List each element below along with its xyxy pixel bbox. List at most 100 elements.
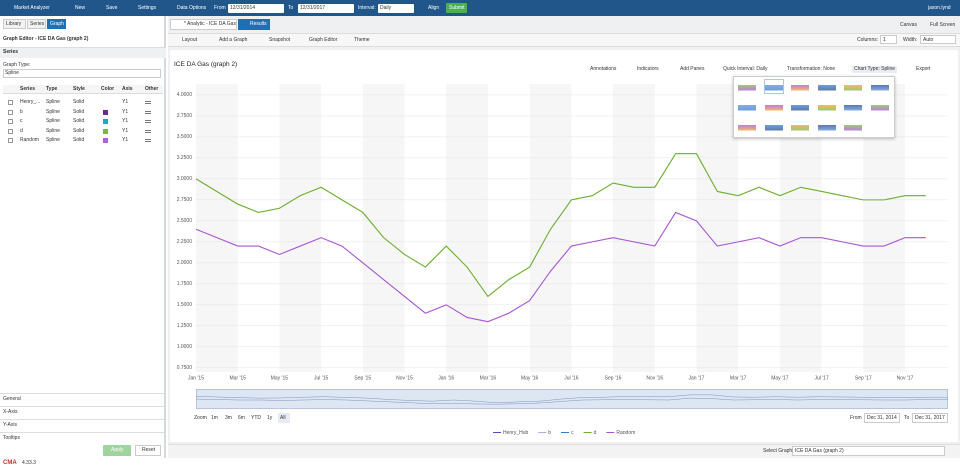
chart-type-option[interactable]: [844, 120, 862, 133]
chart-type-option[interactable]: [791, 100, 809, 113]
tab[interactable]: * Analytic - ICE DA Gas: [184, 21, 236, 27]
chart-tool[interactable]: Chart Type: Spline: [852, 66, 898, 73]
section-header[interactable]: General: [3, 396, 21, 402]
legend-label[interactable]: b: [548, 430, 551, 436]
chart-tool[interactable]: Add Panes: [680, 66, 705, 72]
zoom-button[interactable]: 1m: [211, 415, 218, 421]
chart-type-option[interactable]: [738, 120, 756, 133]
tab[interactable]: Results: [250, 21, 267, 27]
button[interactable]: Full Screen: [930, 22, 956, 28]
chart-type-option[interactable]: [844, 100, 862, 113]
toolbar-button[interactable]: Layout: [182, 37, 198, 43]
checkbox: [8, 128, 13, 134]
select[interactable]: 1: [883, 37, 886, 43]
date-input[interactable]: 12/31/2014: [230, 5, 256, 11]
chart-type-option[interactable]: [817, 100, 836, 113]
chart-tool[interactable]: Indicators: [637, 66, 659, 72]
button[interactable]: Apply: [111, 447, 124, 453]
chart-type-option[interactable]: [870, 80, 889, 93]
x-tick-label: Jan '17: [688, 375, 704, 381]
chart-tool[interactable]: Quick Interval: Daily: [723, 66, 768, 72]
date-input[interactable]: Dec 31, 2017: [915, 415, 945, 421]
x-tick-label: Jul '15: [314, 375, 329, 381]
zoom-button[interactable]: All: [280, 415, 286, 421]
label: d: [20, 127, 23, 134]
chart-type-option[interactable]: [791, 80, 809, 93]
legend-label[interactable]: d: [594, 430, 597, 436]
label: Select Graph:: [763, 448, 794, 454]
series-line: [195, 211, 926, 323]
chart-type-option[interactable]: [817, 80, 836, 93]
date-input[interactable]: Dec 31, 2014: [867, 415, 897, 421]
chart-type-option[interactable]: [738, 80, 756, 93]
label: Solid: [73, 137, 85, 144]
select[interactable]: ICE DA Gas (graph 2): [795, 448, 844, 454]
tab[interactable]: Graph: [50, 21, 64, 27]
menu[interactable]: Market Analyzer: [14, 5, 50, 11]
date-input[interactable]: 12/31/2017: [300, 5, 326, 11]
chart-type-option[interactable]: [870, 100, 889, 113]
user-menu[interactable]: jason.lynd: [928, 5, 951, 11]
zoom-button[interactable]: 3m: [225, 415, 232, 421]
button[interactable]: Reset: [142, 447, 156, 453]
select[interactable]: Auto: [923, 37, 934, 43]
section-header: [0, 419, 164, 432]
toolbar-button[interactable]: Add a Graph: [219, 37, 248, 43]
zoom-button[interactable]: 6m: [238, 415, 245, 421]
chart-type-option[interactable]: [764, 120, 783, 133]
button[interactable]: Submit: [449, 5, 465, 11]
toolbar-button[interactable]: Graph Editor: [309, 37, 338, 43]
legend-label[interactable]: Random: [616, 430, 635, 436]
y-tick-label: 3.0000: [177, 176, 193, 182]
chart-type-option[interactable]: [817, 120, 836, 133]
chart-type-option[interactable]: [738, 100, 756, 113]
label: Random: [20, 137, 39, 144]
menu[interactable]: Settings: [138, 5, 157, 11]
x-tick-label: Nov '15: [396, 375, 413, 381]
section-header[interactable]: Y-Axis: [3, 422, 17, 428]
checkbox: [8, 119, 13, 125]
select[interactable]: Daily: [380, 5, 392, 11]
menu[interactable]: New: [75, 5, 86, 11]
legend-label[interactable]: c: [571, 430, 574, 436]
x-tick-label: Mar '16: [480, 375, 497, 381]
button[interactable]: Canvas: [900, 22, 917, 28]
legend-label[interactable]: Henry_Hub: [503, 430, 529, 436]
tab[interactable]: Series: [30, 21, 45, 27]
button[interactable]: Align: [428, 5, 440, 11]
toolbar-button[interactable]: Snapshot: [269, 37, 291, 43]
label: Spline: [46, 118, 60, 125]
label: Y1: [122, 137, 129, 144]
select: [378, 4, 414, 13]
chart-tool[interactable]: Annotations: [590, 66, 617, 72]
x-tick-label: Sep '17: [855, 375, 872, 381]
plot-band: [696, 84, 739, 372]
section-header[interactable]: Series: [3, 49, 19, 55]
color-swatch: [103, 128, 108, 134]
series-line: [195, 153, 926, 298]
bottom-bar: [168, 444, 960, 458]
zoom-button[interactable]: 1y: [267, 415, 273, 421]
tab[interactable]: Library: [6, 21, 22, 27]
label: c: [20, 118, 23, 125]
chart-type-option[interactable]: [764, 100, 783, 113]
menu[interactable]: Save: [106, 5, 118, 11]
chart-tool[interactable]: Transformation: None: [787, 66, 836, 72]
x-tick-label: Sep '16: [605, 375, 622, 381]
chart-tool[interactable]: Export: [916, 66, 931, 72]
checkbox: [8, 100, 13, 105]
toolbar-button[interactable]: Theme: [354, 37, 370, 43]
menu[interactable]: Data Options: [177, 5, 207, 11]
select[interactable]: Spline: [5, 70, 19, 76]
checkbox: [8, 109, 13, 115]
label: Y1: [122, 118, 129, 125]
select: [920, 35, 956, 44]
label: From: [850, 415, 862, 421]
chart-type-option[interactable]: [763, 79, 784, 94]
menu-icon: [145, 139, 151, 143]
section-header[interactable]: X-Axis: [3, 409, 18, 415]
section-header[interactable]: Tooltips: [3, 435, 20, 441]
chart-type-option[interactable]: [844, 80, 862, 93]
chart-type-option[interactable]: [791, 120, 809, 133]
zoom-button[interactable]: YTD: [251, 415, 261, 421]
